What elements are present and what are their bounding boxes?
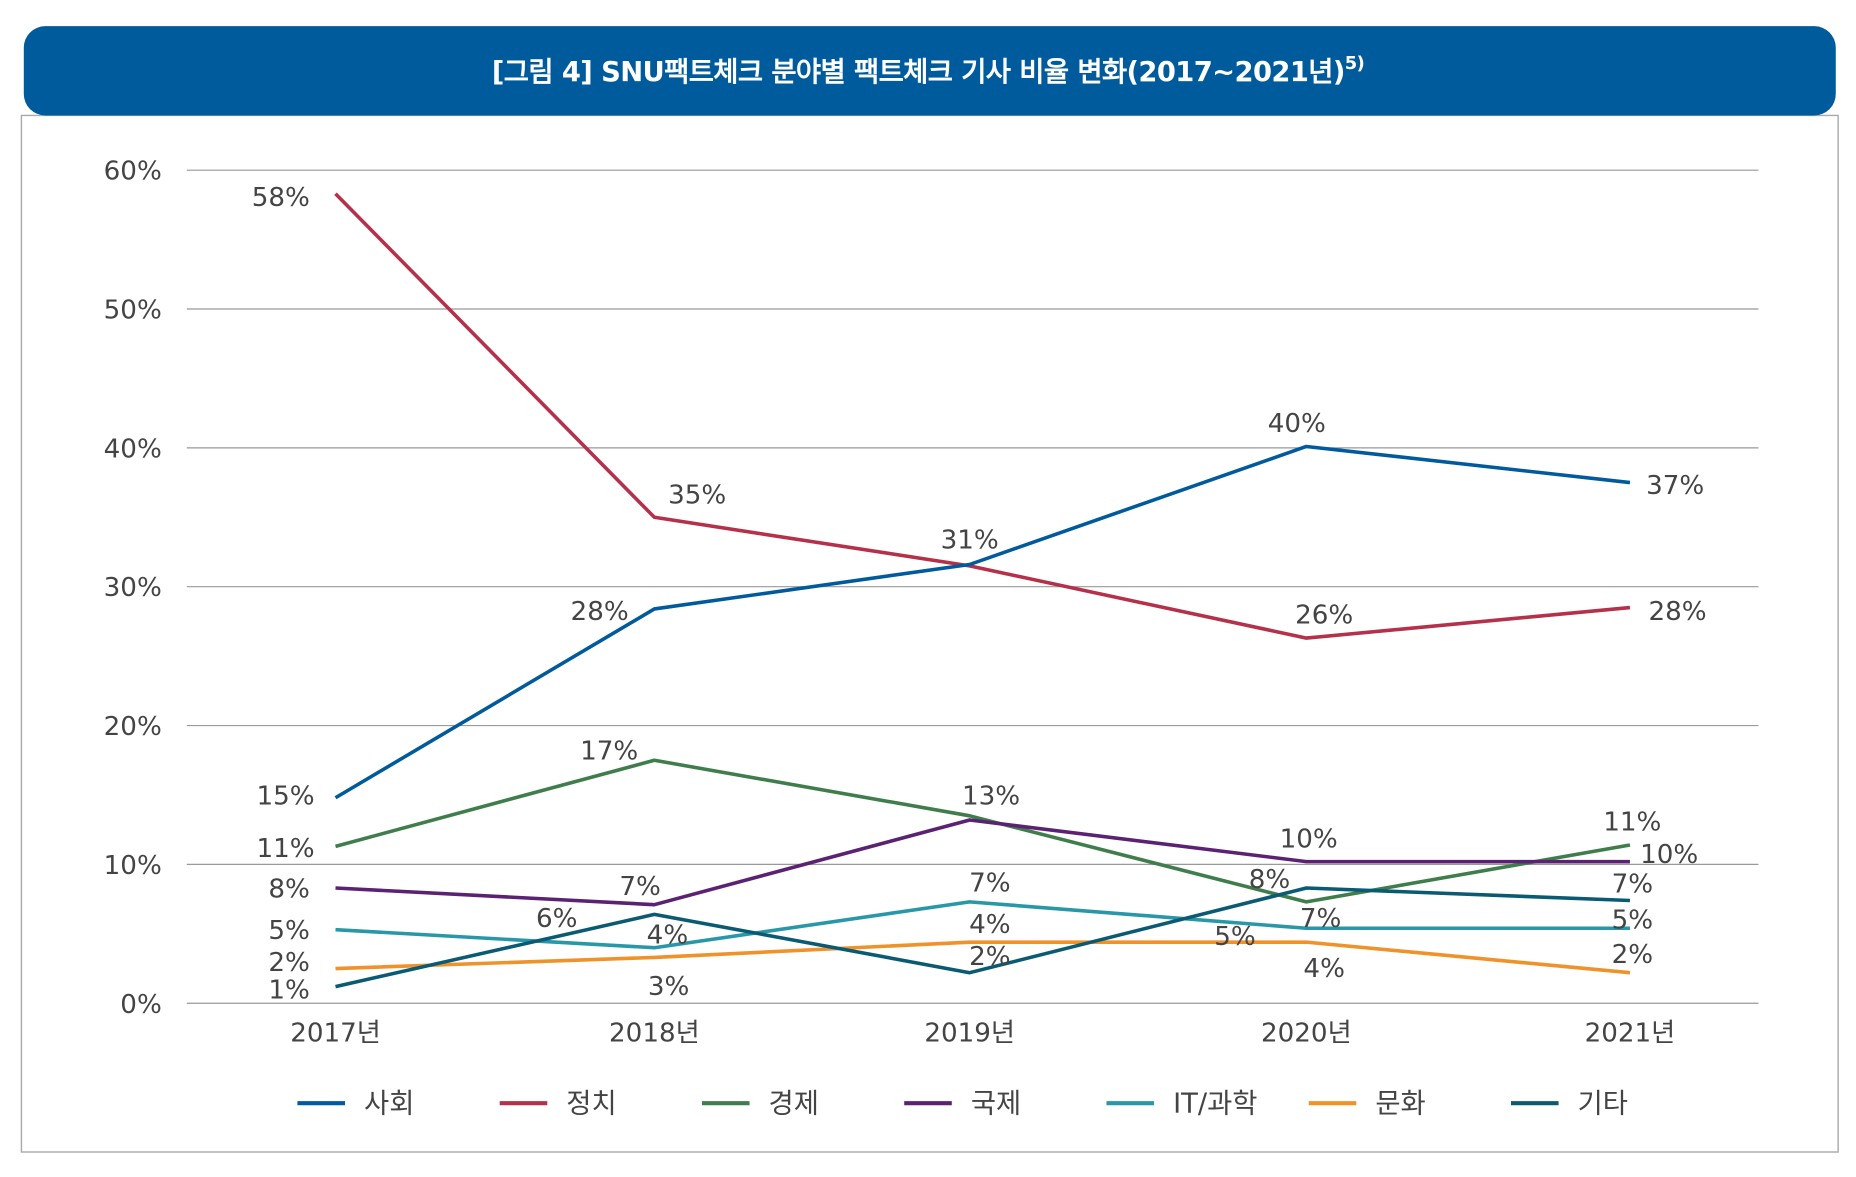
data-label: 31% (941, 526, 999, 556)
data-label: 10% (1280, 824, 1338, 854)
y-tick-label: 20% (104, 712, 162, 742)
data-label: 37% (1646, 471, 1704, 501)
data-label: 7% (619, 872, 660, 902)
data-label: 26% (1295, 601, 1353, 631)
data-label: 5% (1214, 922, 1255, 952)
legend-label: 문화 (1375, 1089, 1425, 1120)
data-label: 7% (1300, 904, 1341, 934)
data-label: 4% (647, 921, 688, 951)
legend-label: 기타 (1578, 1089, 1628, 1120)
data-label: 5% (268, 916, 309, 946)
data-label: 10% (1640, 840, 1698, 870)
data-label: 11% (1603, 808, 1661, 838)
data-label: 3% (648, 972, 689, 1002)
y-tick-label: 50% (104, 296, 162, 326)
series-line-5 (335, 900, 1630, 950)
data-label: 40% (1268, 409, 1326, 439)
data-label: 6% (536, 904, 577, 934)
legend-item: 경제 (701, 1089, 819, 1120)
y-tick-label: 60% (104, 157, 162, 187)
data-label: 11% (256, 834, 314, 864)
x-tick-label: 2019년 (924, 1018, 1015, 1048)
y-tick-label: 0% (120, 990, 161, 1020)
legend-item: 문화 (1308, 1089, 1426, 1120)
series-line-7 (335, 886, 1631, 989)
series-line-6 (335, 940, 1631, 975)
data-label: 2% (1612, 940, 1653, 970)
data-label: 15% (256, 781, 314, 811)
data-label: 4% (969, 910, 1010, 940)
data-label: 8% (1249, 865, 1290, 895)
data-label: 1% (268, 975, 309, 1005)
series-line-3 (335, 758, 1631, 904)
data-label: 17% (580, 736, 638, 766)
data-label: 7% (969, 868, 1010, 898)
y-tick-label: 40% (104, 434, 162, 464)
legend-item: 정치 (499, 1089, 617, 1120)
y-tick-label: 30% (104, 573, 162, 603)
data-label: 28% (1648, 597, 1706, 627)
data-label: 5% (1612, 905, 1653, 935)
data-label: 58% (252, 183, 310, 213)
legend-label: 정치 (566, 1089, 616, 1120)
legend-item: 기타 (1510, 1089, 1628, 1120)
series-line-1 (334, 444, 1631, 800)
data-label: 13% (962, 781, 1020, 811)
legend-label: IT/과학 (1173, 1089, 1257, 1120)
legend-label: 사회 (364, 1089, 414, 1120)
x-tick-label: 2020년 (1261, 1018, 1352, 1048)
series-line-4 (335, 818, 1630, 907)
legend-label: 경제 (769, 1089, 819, 1120)
x-tick-label: 2017년 (290, 1018, 381, 1048)
y-tick-label: 10% (104, 851, 162, 881)
legend-item: 사회 (297, 1089, 414, 1120)
data-label: 2% (969, 942, 1010, 972)
chart-frame (20, 114, 1839, 1153)
chart-title: [그림 4] SNU팩트체크 분야별 팩트체크 기사 비율 변화(2017~20… (492, 53, 1364, 88)
legend-label: 국제 (971, 1089, 1021, 1120)
data-label: 2% (268, 948, 309, 978)
title-banner (23, 26, 1836, 116)
data-label: 8% (268, 874, 309, 904)
data-label: 7% (1612, 870, 1653, 900)
legend-item: IT/과학 (1106, 1089, 1257, 1120)
data-label: 28% (571, 597, 629, 627)
x-tick-label: 2021년 (1585, 1018, 1676, 1048)
data-label: 35% (668, 480, 726, 510)
x-tick-label: 2018년 (609, 1018, 700, 1048)
legend-item: 국제 (904, 1089, 1021, 1120)
data-label: 4% (1303, 954, 1344, 984)
